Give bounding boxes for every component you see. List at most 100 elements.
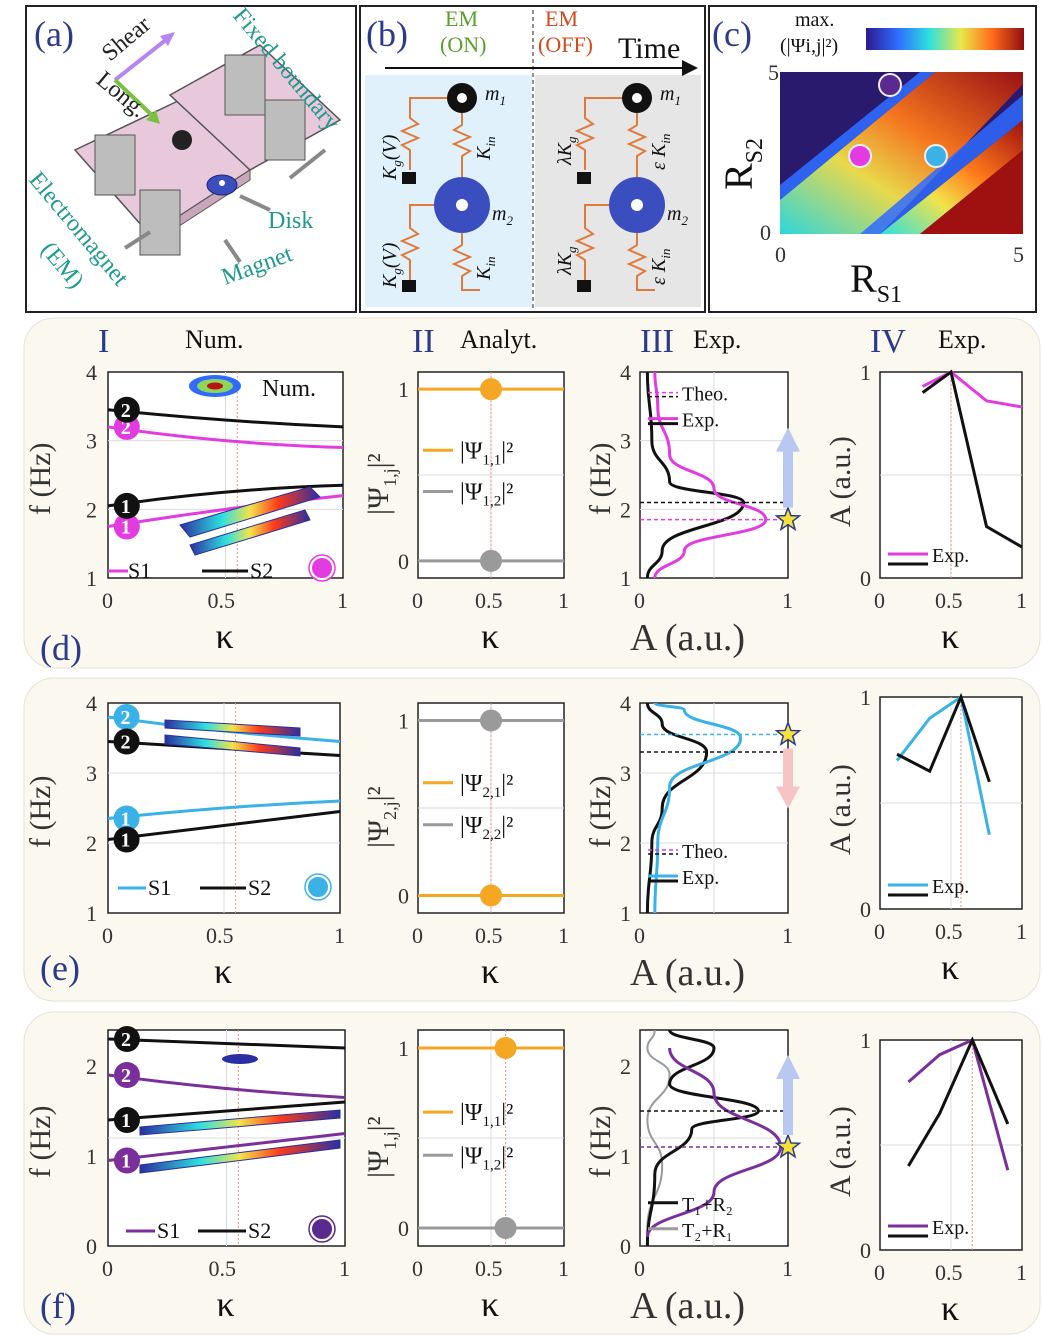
d-IV-series-0 bbox=[921, 370, 1023, 409]
f-legend-s1: S1 bbox=[157, 1218, 180, 1243]
e-I-mode-badge-1 bbox=[113, 704, 140, 730]
d-I-ylabel: f (Hz) bbox=[24, 443, 57, 515]
d-III-ylabel: f (Hz) bbox=[584, 443, 617, 515]
m2-label-off: m2 bbox=[667, 203, 688, 228]
f-III-leg-1: T₂+R₁ bbox=[682, 1220, 733, 1242]
f-I-ytick-0: 0 bbox=[86, 1234, 97, 1259]
col-header-I-title: Num. bbox=[185, 325, 244, 354]
e-IV-xtick-2: 1 bbox=[1016, 919, 1027, 944]
e-III-exp-curve bbox=[653, 701, 743, 914]
col-header-III-title: Exp. bbox=[693, 325, 741, 354]
e-III-ytick-3: 4 bbox=[620, 691, 631, 716]
e-III-black-curve bbox=[645, 702, 709, 914]
d-III-xtick-0: 0 bbox=[634, 588, 645, 613]
d-III-ytick-1: 2 bbox=[620, 497, 631, 522]
col-header-I: I bbox=[98, 323, 109, 360]
e-legend-s2: S2 bbox=[248, 875, 271, 900]
e-III-star bbox=[774, 720, 802, 746]
row-label-d: (d) bbox=[40, 628, 82, 668]
d-legend-s1: S1 bbox=[128, 558, 151, 583]
d-I-mode-badge-2 bbox=[113, 492, 140, 519]
c-xlabel: RS1 bbox=[850, 256, 902, 308]
em-on-title: EM bbox=[445, 6, 478, 31]
e-I-mode-badge-0 bbox=[113, 805, 140, 832]
f-I-ylabel: f (Hz) bbox=[24, 1106, 57, 1178]
e-I-mode-badge-1-num: 2 bbox=[121, 707, 131, 729]
f-I-mode-badge-1-num: 2 bbox=[121, 1065, 131, 1087]
m2-label-on: m2 bbox=[492, 203, 513, 228]
d-I-mode-badge-2-num: 1 bbox=[121, 496, 131, 518]
lambda-kg-label-1: λKg bbox=[554, 136, 579, 166]
kg-label-on-1: Kg(V) bbox=[379, 134, 404, 181]
kin-label-on-2: Kin bbox=[473, 257, 498, 281]
f-I-xtick-1: 0.5 bbox=[209, 1256, 237, 1281]
e-III-ylabel: f (Hz) bbox=[584, 776, 617, 848]
f-IV-series-0 bbox=[907, 1037, 1010, 1171]
d-III-xtick-1: 1 bbox=[782, 588, 793, 613]
em-on-state: (ON) bbox=[440, 32, 486, 57]
d-III-exp-curve bbox=[653, 371, 768, 579]
f-IV-ytick-0: 0 bbox=[860, 1238, 871, 1263]
kg-label-on-2: Kg(V) bbox=[379, 242, 404, 289]
d-I-mode-badge-3-num: 2 bbox=[121, 400, 131, 422]
time-label: Time bbox=[618, 32, 680, 65]
e-I-mode-badge-0-num: 1 bbox=[121, 809, 131, 831]
d-IV-ylabel: A (a.u.) bbox=[824, 436, 857, 527]
e-I-mode-badge-3-num: 2 bbox=[121, 732, 131, 754]
e-I-ytick-1: 2 bbox=[86, 831, 97, 856]
d-II-xtick-1: 0.5 bbox=[475, 588, 503, 613]
e-III-arrow-head bbox=[776, 786, 800, 809]
d-legend-s2: S2 bbox=[250, 558, 273, 583]
col-header-IV: IV bbox=[870, 323, 906, 360]
e-I-ytick-3: 4 bbox=[86, 691, 97, 716]
col-header-II-title: Analyt. bbox=[460, 325, 537, 354]
e-II-bottom-dot bbox=[480, 884, 502, 907]
e-II-leg1: |Ψ2,1|² bbox=[460, 771, 513, 801]
e-IV-xtick-1: 0.5 bbox=[935, 919, 963, 944]
f-IV-ytick-1: 1 bbox=[860, 1028, 871, 1053]
e-IV-ylabel: A (a.u.) bbox=[824, 764, 857, 855]
colorbar-title-2: (|Ψi,j|²) bbox=[780, 35, 838, 57]
d-I-xtick-0: 0 bbox=[102, 588, 113, 613]
f-III-gray-curve bbox=[646, 1029, 671, 1229]
d-IV-ytick-1: 1 bbox=[860, 360, 871, 385]
d-I-mode-badge-1-num: 2 bbox=[121, 417, 131, 439]
d-III-black-curve bbox=[645, 371, 746, 579]
f-II-ylabel: |Ψ1,j|² bbox=[362, 1116, 400, 1178]
e-III-xtick-1: 1 bbox=[782, 923, 793, 948]
e-III-arrow-shaft bbox=[783, 748, 793, 789]
col-header-III: III bbox=[640, 323, 674, 360]
e-I-mode-badge-2 bbox=[113, 826, 140, 853]
e-III-leg-1: Exp. bbox=[682, 867, 719, 889]
e-III-leg-0: Theo. bbox=[682, 841, 728, 863]
em-off-title: EM bbox=[545, 6, 578, 31]
e-IV-ytick-1: 1 bbox=[860, 685, 871, 710]
c-x0: 0 bbox=[775, 242, 786, 267]
f-I-mode-badge-3 bbox=[113, 1026, 140, 1052]
f-III-xtick-0: 0 bbox=[634, 1256, 645, 1281]
e-II-xtick-2: 1 bbox=[558, 923, 569, 948]
e-IV-xtick-0: 0 bbox=[874, 919, 885, 944]
d-III-leg-0: Theo. bbox=[682, 384, 728, 406]
d-IV-xlabel: κ bbox=[941, 616, 959, 656]
f-III-ytick-1: 1 bbox=[620, 1144, 631, 1169]
d-II-leg2: |Ψ1,2|² bbox=[460, 479, 513, 509]
d-II-ylabel: |Ψ1,j|² bbox=[362, 453, 400, 515]
f-IV-ylabel: A (a.u.) bbox=[824, 1106, 857, 1197]
m1-label-off: m1 bbox=[660, 83, 681, 108]
f-II-ytick-0: 0 bbox=[398, 1216, 409, 1241]
row-label-e: (e) bbox=[40, 948, 80, 988]
d-II-ytick-0: 0 bbox=[398, 549, 409, 574]
e-I-xtick-0: 0 bbox=[102, 923, 113, 948]
f-II-xlabel: κ bbox=[481, 1284, 499, 1324]
e-legend-s1: S1 bbox=[148, 875, 171, 900]
e-II-ytick-0: 0 bbox=[398, 884, 409, 909]
e-I-mode-badge-3 bbox=[113, 728, 140, 755]
d-num-legend: Num. bbox=[262, 376, 316, 402]
e-IV-xlabel: κ bbox=[941, 947, 959, 987]
f-II-xtick-2: 1 bbox=[558, 1256, 569, 1281]
f-III-black-curve bbox=[645, 1029, 760, 1247]
d-III-ytick-3: 4 bbox=[620, 360, 631, 385]
d-I-ytick-2: 3 bbox=[86, 429, 97, 454]
